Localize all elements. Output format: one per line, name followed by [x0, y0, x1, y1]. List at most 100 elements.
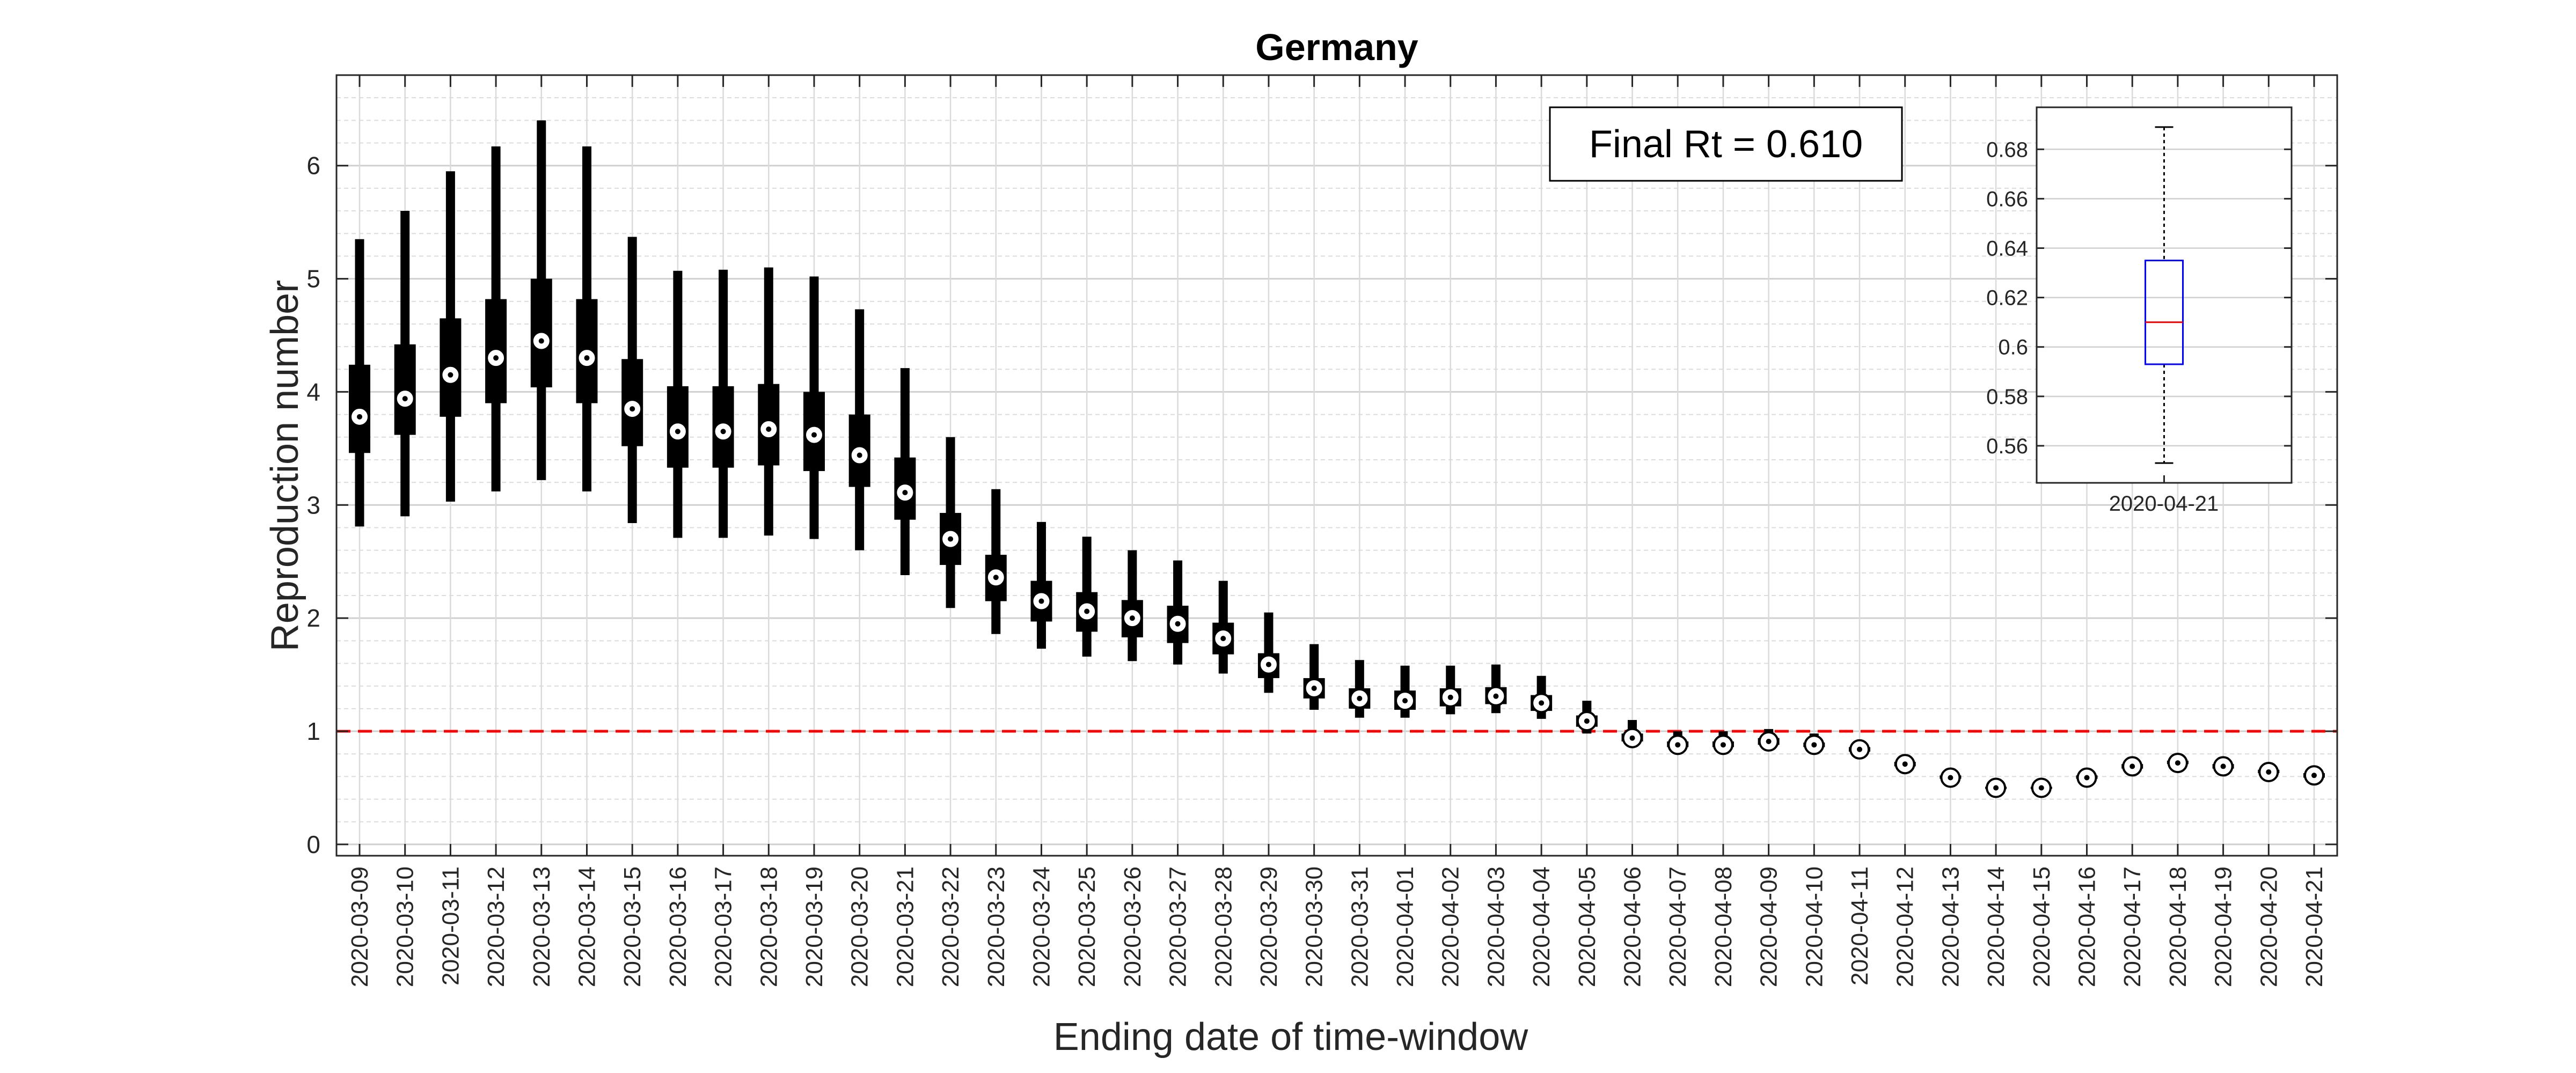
y-tick-label: 6 — [306, 152, 320, 180]
inset-box — [2145, 126, 2184, 464]
inset-y-tick-label: 0.6 — [1998, 336, 2028, 359]
box-2020-03-14 — [576, 146, 598, 491]
median-dot — [538, 338, 544, 344]
median-dot — [2084, 775, 2090, 781]
median-dot — [1402, 698, 1408, 704]
median-dot — [948, 536, 954, 542]
chart-title: Germany — [1255, 26, 1418, 68]
median-dot — [584, 355, 590, 361]
x-tick-label: 2020-04-08 — [1710, 866, 1737, 987]
median-dot — [1447, 694, 1453, 700]
inset-y-tick-label: 0.58 — [1986, 385, 2028, 409]
box-2020-04-10 — [1803, 733, 1825, 755]
x-tick-label: 2020-03-19 — [801, 866, 828, 987]
median-dot — [1720, 742, 1726, 748]
main-boxes — [349, 120, 2325, 798]
median-dot — [1038, 598, 1044, 604]
box-2020-03-16 — [667, 270, 689, 538]
box-2020-04-12 — [1894, 754, 1916, 775]
inset-y-tick-label: 0.62 — [1986, 286, 2028, 310]
x-tick-label: 2020-04-07 — [1665, 866, 1691, 987]
inset-plot-area: 0.56 0.58 0.6 0.62 0.64 0.66 0.68 2020-04-21 — [1986, 106, 2293, 516]
x-tick-label: 2020-04-20 — [2256, 866, 2282, 987]
x-axis-label: Ending date of time-window — [1053, 1016, 1529, 1059]
x-tick-label: 2020-04-02 — [1438, 866, 1464, 987]
box-2020-03-31 — [1349, 660, 1371, 718]
x-tick-label: 2020-03-28 — [1210, 866, 1236, 987]
median-dot — [811, 432, 817, 438]
median-dot — [1766, 739, 1772, 745]
median-dot — [902, 490, 908, 496]
box-2020-03-29 — [1257, 612, 1279, 693]
box-2020-03-26 — [1121, 550, 1143, 662]
x-tick-label: 2020-03-15 — [619, 866, 646, 987]
x-tick-label: 2020-03-12 — [483, 866, 509, 987]
y-tick-label: 2 — [306, 604, 320, 632]
box-2020-03-25 — [1076, 536, 1098, 657]
final-rt-annotation: Final Rt = 0.610 — [1549, 106, 1903, 182]
median-dot — [1539, 700, 1545, 706]
inset-axes-background — [2037, 107, 2292, 483]
median-dot — [1857, 746, 1863, 752]
y-tick-label: 4 — [306, 378, 320, 406]
x-tick-label: 2020-03-14 — [574, 866, 600, 987]
median-dot — [493, 355, 499, 361]
box-2020-03-19 — [803, 276, 825, 539]
box-2020-03-09 — [349, 239, 370, 527]
x-tick-label: 2020-04-06 — [1620, 866, 1646, 987]
median-dot — [1311, 685, 1317, 691]
x-tick-label: 2020-04-13 — [1937, 866, 1964, 987]
median-dot — [1902, 761, 1908, 767]
median-dot — [720, 429, 726, 435]
box-2020-04-06 — [1621, 719, 1643, 748]
box-2020-03-18 — [758, 267, 780, 536]
box-2020-04-09 — [1758, 729, 1780, 752]
x-tick-label: 2020-03-17 — [711, 866, 737, 987]
median-dot — [1265, 662, 1271, 667]
box-2020-04-18 — [2167, 753, 2189, 774]
x-tick-label: 2020-03-09 — [347, 866, 373, 987]
box-2020-03-24 — [1030, 521, 1052, 649]
x-tick-label: 2020-03-13 — [529, 866, 555, 987]
box-2020-03-30 — [1303, 644, 1325, 710]
y-tick-label: 5 — [306, 265, 320, 293]
box-2020-03-13 — [530, 120, 552, 480]
box-2020-04-21 — [2303, 765, 2325, 786]
median-dot — [2266, 769, 2272, 775]
x-tick-label: 2020-03-24 — [1028, 866, 1055, 987]
x-tick-label: 2020-03-20 — [847, 866, 873, 987]
main-grid — [336, 75, 2337, 856]
main-x-ticks: 2020-03-09 2020-03-10 2020-03-11 2020-03-12… — [347, 75, 2328, 987]
x-tick-label: 2020-03-27 — [1165, 866, 1191, 987]
box-2020-04-03 — [1485, 664, 1507, 714]
box-2020-03-20 — [848, 309, 870, 550]
median-dot — [1629, 735, 1635, 741]
box-2020-04-07 — [1667, 731, 1689, 755]
box-2020-03-21 — [894, 368, 916, 576]
median-dot — [2129, 763, 2135, 769]
median-dot — [448, 372, 453, 378]
box-2020-03-17 — [712, 269, 734, 538]
median-dot — [675, 429, 680, 435]
x-tick-label: 2020-04-04 — [1528, 866, 1555, 987]
box-2020-04-01 — [1394, 665, 1416, 718]
box-2020-04-05 — [1576, 701, 1598, 734]
median-dot — [1584, 718, 1590, 724]
box-2020-03-28 — [1212, 580, 1234, 674]
x-tick-label: 2020-04-21 — [2301, 866, 2328, 987]
y-axis-label: Reproduction number — [264, 280, 306, 651]
box-2020-03-15 — [621, 237, 643, 524]
x-tick-label: 2020-04-15 — [2029, 866, 2055, 987]
x-tick-label: 2020-03-16 — [665, 866, 691, 987]
box-2020-03-22 — [940, 437, 962, 608]
y-tick-label: 3 — [306, 491, 320, 519]
box-2020-04-19 — [2212, 756, 2234, 777]
inset-y-ticks: 0.56 0.58 0.6 0.62 0.64 0.66 0.68 — [1986, 138, 2292, 483]
y-tick-label: 1 — [306, 717, 320, 745]
x-tick-label: 2020-04-12 — [1892, 866, 1919, 987]
median-dot — [1175, 621, 1181, 627]
annotation-box — [1549, 106, 1903, 182]
x-tick-label: 2020-03-22 — [938, 866, 964, 987]
